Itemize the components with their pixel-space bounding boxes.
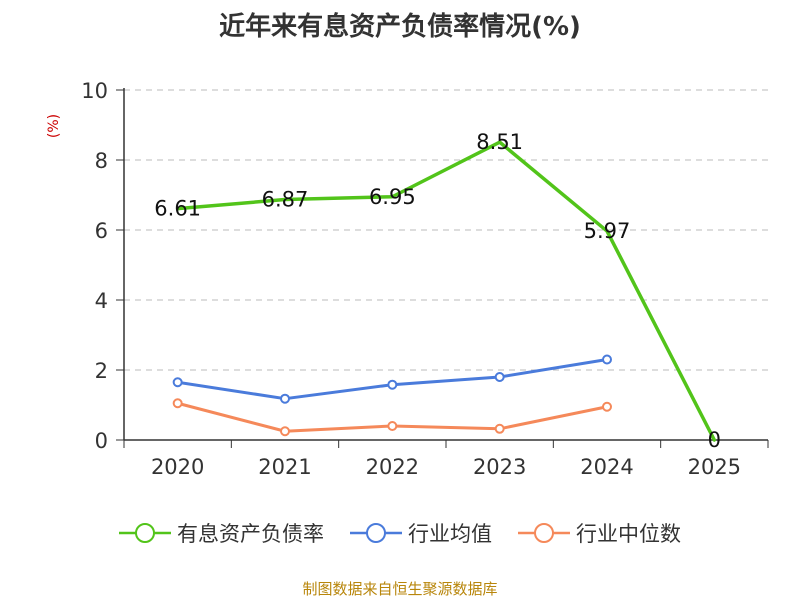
legend-item-industry-mean[interactable]: 行业均值 xyxy=(350,518,492,548)
data-point xyxy=(172,398,183,409)
data-point xyxy=(387,379,398,390)
data-point xyxy=(602,401,612,412)
data-point xyxy=(172,377,183,388)
y-tick-label: 4 xyxy=(95,289,108,313)
y-tick-label: 6 xyxy=(95,219,108,243)
x-tick-label: 2024 xyxy=(580,455,633,479)
x-tick-label: 2020 xyxy=(151,455,204,479)
data-label: 0 xyxy=(708,428,721,452)
x-tick-label: 2023 xyxy=(473,455,526,479)
data-point xyxy=(280,426,290,437)
data-point xyxy=(494,423,505,434)
legend-label: 行业均值 xyxy=(408,522,492,546)
legend-marker-blue xyxy=(350,523,402,543)
legend-marker-orange xyxy=(518,523,570,543)
legend-item-industry-median[interactable]: 行业中位数 xyxy=(518,518,681,548)
data-label: 6.61 xyxy=(154,197,201,221)
data-label: 6.87 xyxy=(262,188,309,212)
legend: 有息资产负债率 行业均值 行业中位数 xyxy=(0,518,800,548)
data-label: 6.95 xyxy=(369,185,416,209)
y-tick-label: 0 xyxy=(95,429,108,453)
x-tick-label: 2022 xyxy=(366,455,419,479)
data-point xyxy=(280,393,290,404)
data-label: 8.51 xyxy=(476,130,523,154)
y-tick-label: 8 xyxy=(95,149,108,173)
series-line xyxy=(175,140,717,442)
series-line xyxy=(176,358,609,401)
y-tick-label: 10 xyxy=(81,79,108,103)
data-point xyxy=(602,354,612,365)
legend-marker-green xyxy=(119,523,171,543)
data-point xyxy=(387,421,398,431)
y-tick-label: 2 xyxy=(95,359,108,383)
chart-title: 近年来有息资产负债率情况(%) xyxy=(219,12,581,42)
data-point xyxy=(494,372,505,382)
legend-label: 行业中位数 xyxy=(576,522,681,546)
legend-item-interest-debt-ratio[interactable]: 有息资产负债率 xyxy=(119,518,324,548)
source-note: 制图数据来自恒生聚源数据库 xyxy=(302,580,498,598)
x-tick-label: 2021 xyxy=(258,455,311,479)
data-label: 5.97 xyxy=(584,219,631,243)
legend-label: 有息资产负债率 xyxy=(177,522,324,546)
x-tick-label: 2025 xyxy=(688,455,741,479)
